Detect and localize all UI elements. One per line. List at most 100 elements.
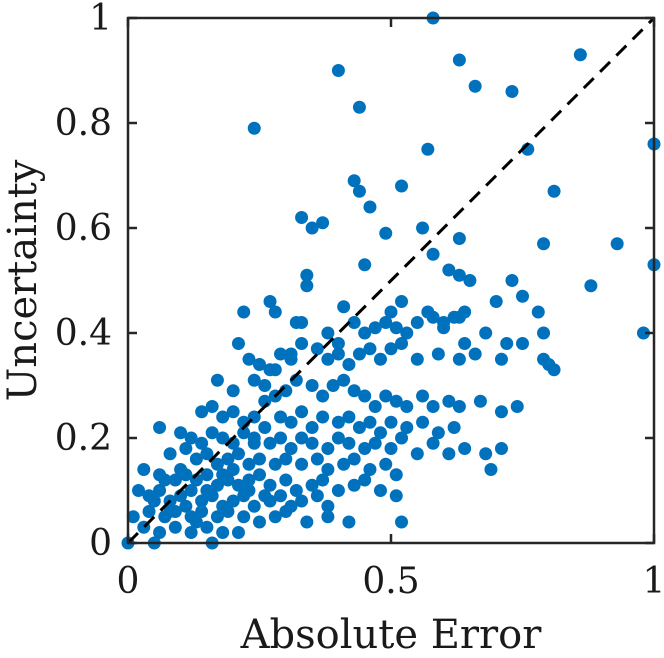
scatter-point	[416, 415, 430, 429]
scatter-point	[337, 457, 351, 471]
scatter-point	[389, 489, 403, 503]
scatter-point	[258, 421, 272, 434]
scatter-point	[384, 442, 398, 455]
scatter-point	[168, 473, 182, 487]
scatter-point	[610, 237, 624, 251]
scatter-point	[447, 310, 461, 324]
scatter-point	[295, 494, 309, 508]
scatter-point	[395, 431, 409, 445]
scatter-point	[537, 326, 551, 340]
scatter-point	[200, 447, 214, 461]
scatter-point	[253, 515, 266, 529]
scatter-point	[400, 421, 414, 434]
scatter-point	[226, 494, 240, 508]
scatter-point	[384, 415, 398, 429]
scatter-point	[452, 268, 466, 282]
scatter-point	[300, 268, 314, 282]
scatter-point	[168, 520, 182, 534]
scatter-point	[242, 457, 256, 471]
scatter-point	[216, 431, 230, 445]
y-tick-label: 0.8	[55, 103, 112, 144]
scatter-point	[247, 436, 261, 450]
scatter-point	[547, 363, 561, 377]
scatter-point	[331, 431, 345, 445]
scatter-point	[226, 384, 240, 398]
scatter-point	[479, 447, 493, 461]
scatter-point	[295, 337, 309, 350]
scatter-point	[416, 221, 430, 235]
scatter-point	[205, 426, 219, 440]
scatter-point	[189, 515, 203, 529]
scatter-point	[210, 510, 224, 524]
scatter-point	[142, 505, 156, 518]
scatter-point	[195, 505, 209, 518]
scatter-point	[237, 305, 251, 319]
scatter-point	[342, 515, 356, 529]
scatter-point	[489, 295, 503, 308]
scatter-point	[352, 347, 366, 361]
scatter-point	[379, 226, 393, 240]
scatter-point	[284, 415, 298, 429]
scatter-point	[358, 258, 372, 272]
scatter-point	[321, 463, 335, 476]
scatter-point	[384, 305, 398, 319]
scatter-point	[452, 352, 466, 366]
scatter-point	[452, 53, 466, 67]
scatter-point	[373, 426, 387, 440]
scatter-point	[163, 447, 177, 461]
scatter-point	[373, 484, 387, 497]
scatter-point	[253, 468, 266, 482]
scatter-point	[363, 200, 377, 214]
scatter-point	[547, 184, 561, 198]
scatter-point	[274, 431, 288, 445]
scatter-point	[316, 216, 330, 230]
scatter-point	[268, 305, 282, 319]
scatter-point	[137, 463, 151, 476]
scatter-point	[321, 442, 335, 455]
scatter-point	[468, 347, 482, 361]
scatter-point	[342, 358, 356, 371]
scatter-point	[153, 484, 167, 497]
scatter-point	[216, 468, 230, 482]
scatter-point	[147, 494, 161, 508]
scatter-point	[368, 321, 382, 335]
scatter-point	[379, 389, 393, 403]
scatter-point	[316, 410, 330, 424]
scatter-point	[494, 442, 508, 455]
scatter-point	[342, 436, 356, 450]
scatter-point	[263, 295, 277, 308]
scatter-point	[442, 394, 456, 408]
scatter-point	[384, 342, 398, 356]
scatter-point	[331, 337, 345, 350]
scatter-point	[573, 48, 587, 62]
scatter-point	[437, 321, 451, 335]
scatter-point	[279, 505, 293, 518]
scatter-point	[395, 337, 409, 350]
scatter-point	[426, 400, 440, 413]
scatter-point	[484, 463, 498, 476]
scatter-point	[368, 400, 382, 413]
scatter-point	[337, 373, 351, 387]
scatter-point	[258, 489, 272, 503]
scatter-point	[316, 473, 330, 487]
scatter-point	[195, 494, 209, 508]
scatter-point	[505, 85, 519, 98]
scatter-point	[284, 347, 298, 361]
scatter-point	[195, 405, 209, 419]
scatter-point	[231, 447, 245, 461]
scatter-point	[395, 179, 409, 193]
scatter-point	[452, 232, 466, 245]
scatter-point	[184, 431, 198, 445]
scatter-point	[379, 457, 393, 471]
scatter-point	[263, 436, 277, 450]
scatter-point	[331, 484, 345, 497]
scatter-point	[363, 463, 377, 476]
y-tick-label: 0.2	[55, 418, 112, 459]
scatter-point	[442, 263, 456, 277]
scatter-point	[337, 300, 351, 314]
scatter-point	[331, 347, 345, 361]
scatter-point	[179, 442, 193, 455]
scatter-point	[321, 499, 335, 513]
scatter-point	[410, 352, 424, 366]
scatter-point	[200, 484, 214, 497]
